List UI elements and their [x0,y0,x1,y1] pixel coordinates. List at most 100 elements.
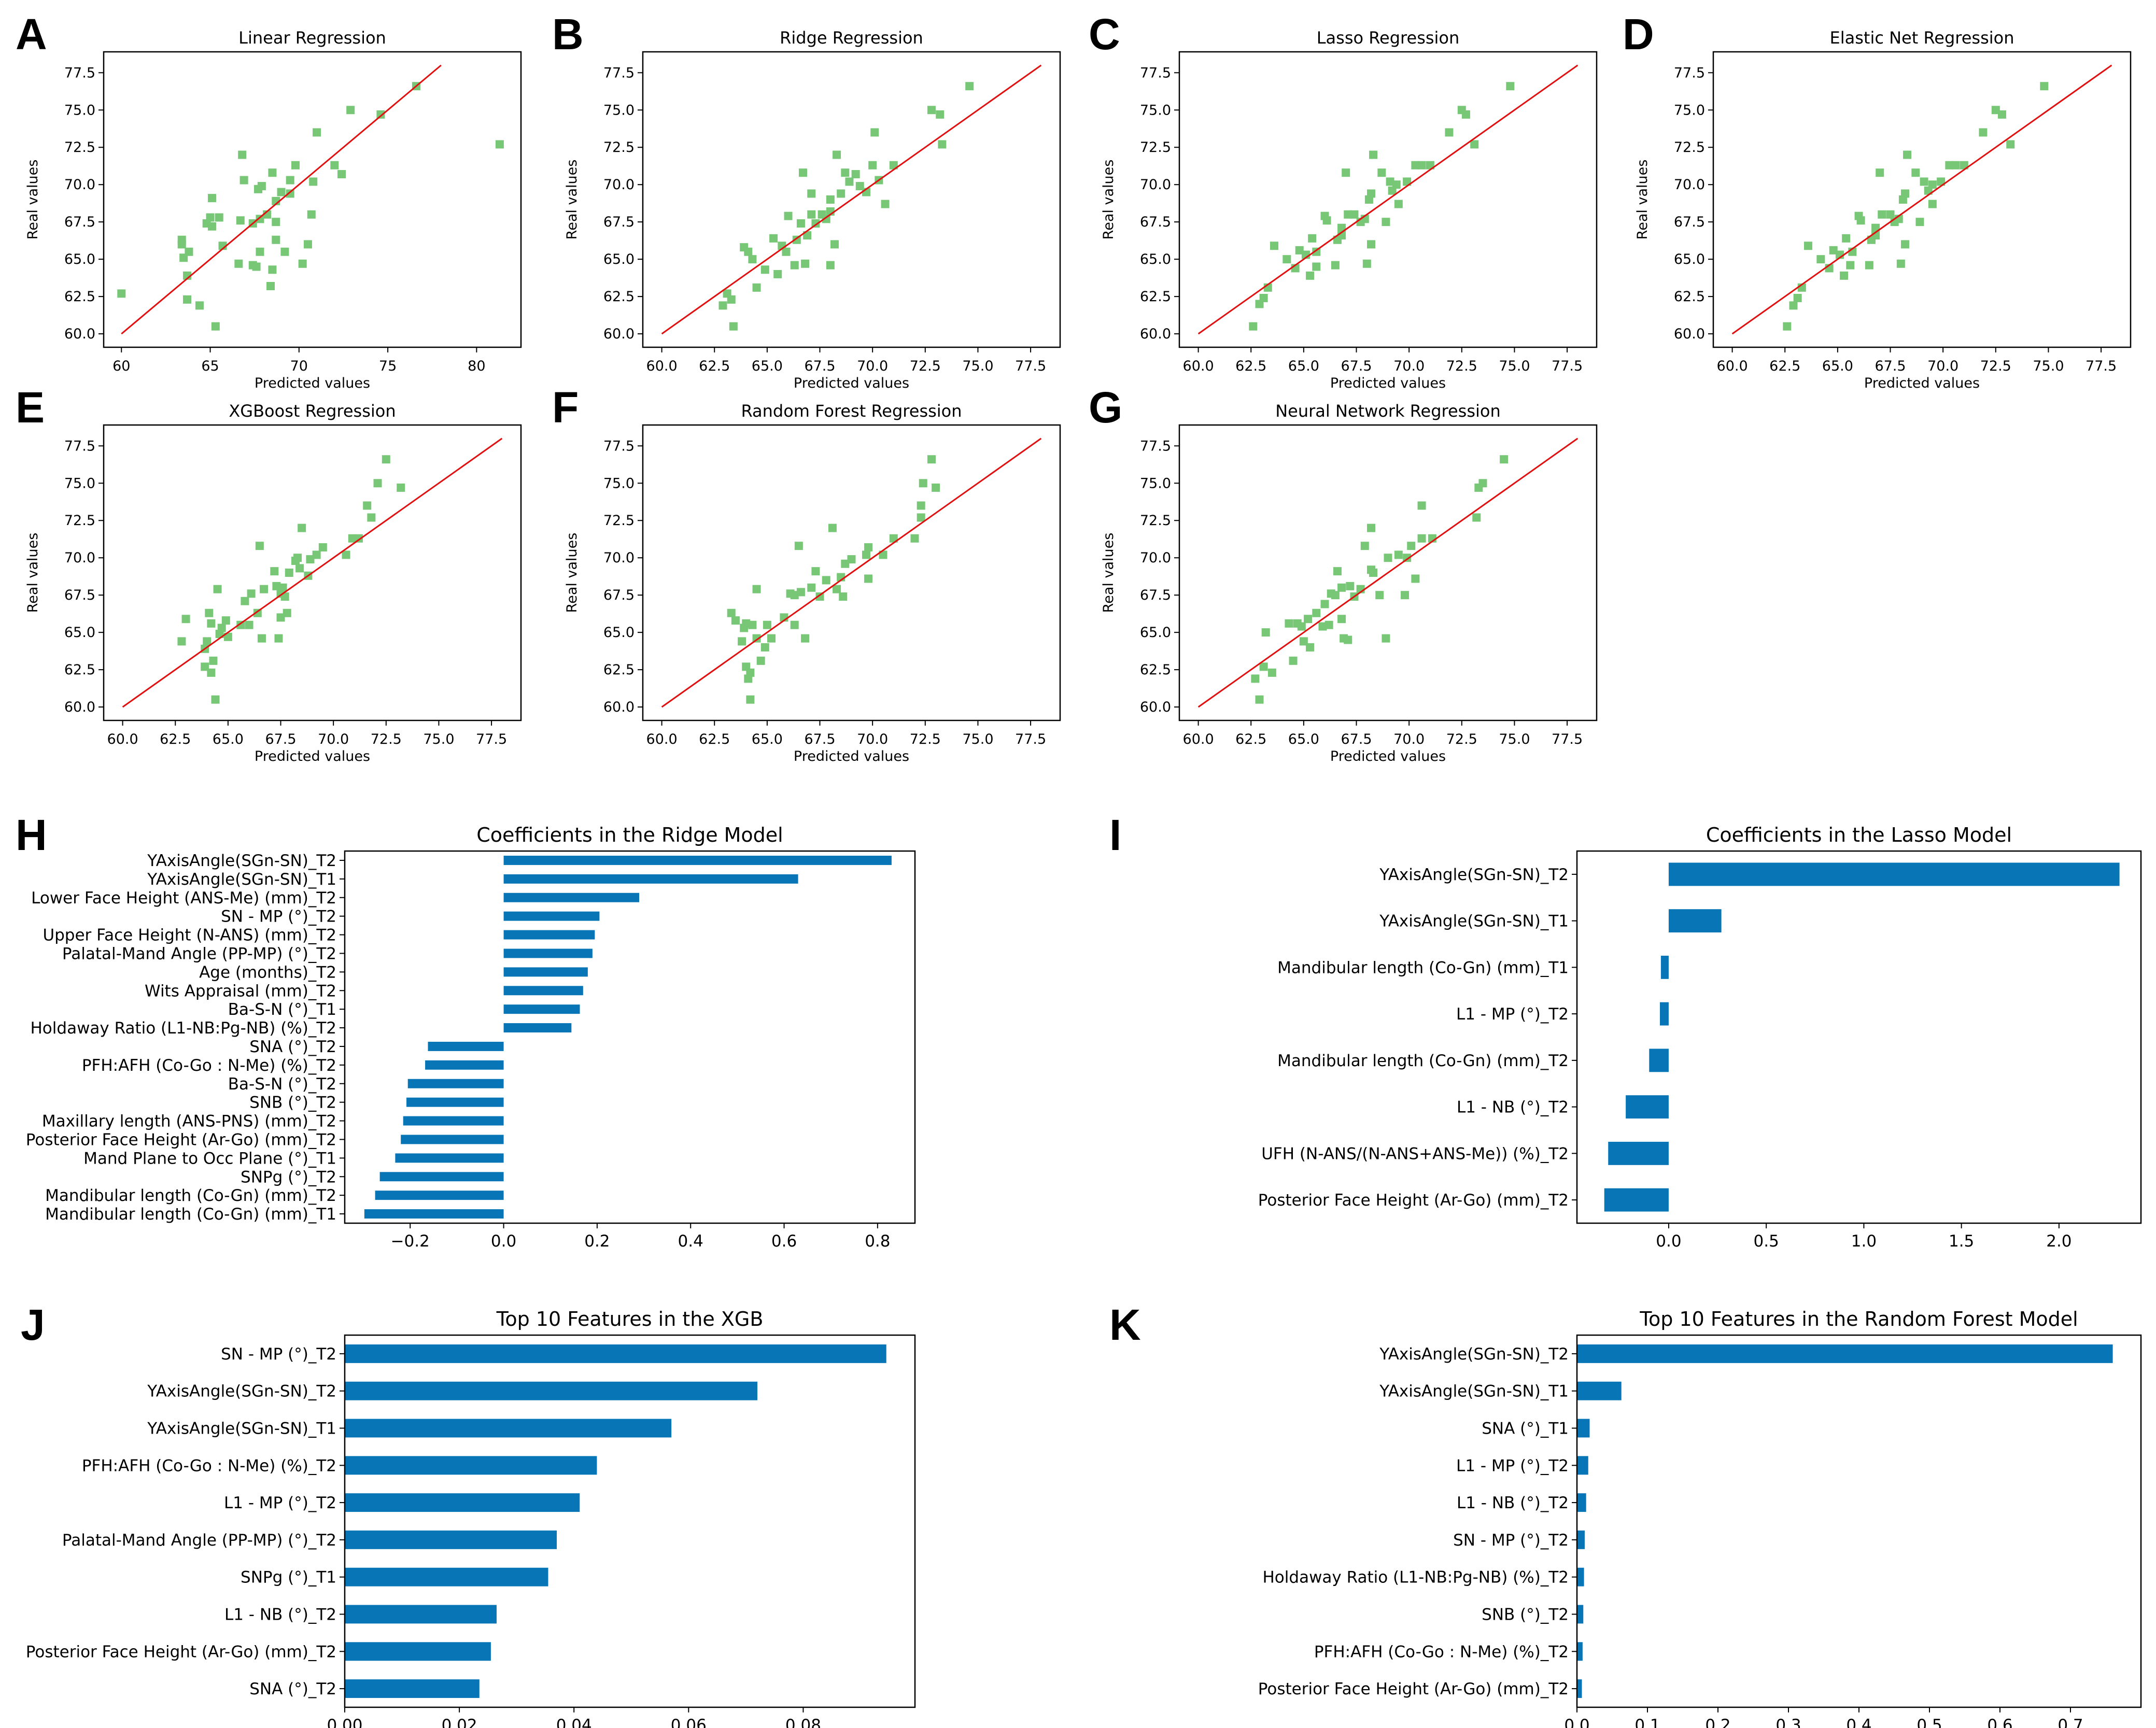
panel-A-scatter-chart: 60 65 70 75 80 60.0 62.5 65.0 67.5 70.0 72.5 75.0 77… [25,28,522,391]
panel-F-data-point [748,620,757,629]
panel-letter-D: D [1623,10,1654,59]
panel-B-data-point [748,255,757,264]
panel-C-x-tick-label: 77.5 [1552,358,1583,374]
panel-D-x-tick-label: 60.0 [1717,358,1748,374]
panel-E-scatter-chart: 60.0 62.5 65.0 67.5 70.0 72.5 75.0 77.5 60.0 62.5… [25,401,522,764]
panel-F-scatter-chart: 60.0 62.5 65.0 67.5 70.0 72.5 75.0 77.5 60.0 62.5… [564,401,1061,764]
panel-F-y-tick-label: 72.5 [603,513,635,529]
panel-G-data-point [1318,622,1327,631]
panel-E-data-point [211,695,220,704]
panel-letter-I: I [1109,811,1121,859]
panel-K-x-tick-label: 0.6 [1987,1716,2012,1728]
panel-H-category-label: YAxisAngle(SGn-SN)_T1 [147,870,336,889]
panel-K-bar-chart: YAxisAngle(SGn-SN)_T2 YAxisAngle(SGn-SN)_… [1258,1308,2142,1728]
panel-B-data-point [782,247,791,256]
panel-G-y-tick-label: 60.0 [1140,699,1171,715]
panel-D-x-tick-label: 65.0 [1822,358,1853,374]
panel-A-data-point [239,176,248,185]
panel-F-data-point [927,455,936,464]
panel-E-data-point [298,523,306,532]
panel-G-x-tick-label: 72.5 [1446,731,1477,747]
panel-D-data-point [1951,161,1960,169]
panel-D-data-point [1920,177,1928,186]
panel-K-category-label: YAxisAngle(SGn-SN)_T2 [1379,1345,1569,1364]
panel-D-data-point [1876,168,1884,177]
panel-G-data-point [1306,643,1315,651]
panel-H-category-label: Lower Face Height (ANS-Me) (mm)_T2 [31,889,336,908]
panel-D-x-axis-label: Predicted values [1864,375,1980,391]
panel-F-data-point [864,543,873,552]
panel-A-y-axis-label: Real values [25,160,41,240]
panel-D-y-axis-label: Real values [1634,160,1651,240]
panel-D-data-point [1846,261,1855,270]
panel-E-data-point [363,501,372,510]
panel-B-data-point [796,219,805,228]
panel-D-data-point [1783,322,1792,331]
panel-H-bar [503,874,798,884]
panel-H-bar [364,1209,504,1219]
panel-C-y-tick-label: 67.5 [1140,214,1171,230]
panel-D-y-tick-label: 70.0 [1674,177,1705,193]
panel-G-data-point [1407,542,1416,550]
panel-B-x-tick-label: 60.0 [646,358,678,374]
panel-J-category-label: SNPg (°)_T1 [241,1568,336,1587]
panel-D-x-tick-label: 72.5 [1980,358,2011,374]
panel-A-y-tick-label: 70.0 [64,177,95,193]
panel-B-data-point [833,150,841,159]
panel-D-data-point [1896,259,1905,268]
panel-G-y-tick-label: 67.5 [1140,587,1171,603]
panel-F-title: Random Forest Regression [741,401,962,421]
panel-C-data-point [1322,216,1331,225]
panel-K-category-label: Holdaway Ratio (L1-NB:Pg-NB) (%)_T2 [1263,1568,1569,1587]
panel-G-data-point [1500,455,1509,464]
panel-E-y-tick-label: 77.5 [64,438,95,454]
panel-F-x-axis-label: Predicted values [794,748,909,764]
panel-C-data-point [1259,294,1268,302]
panel-F-y-tick-label: 75.0 [603,475,635,491]
panel-K-title: Top 10 Features in the Random Forest Mod… [1639,1308,2078,1330]
panel-F-data-point [742,619,751,628]
panel-C-x-tick-label: 72.5 [1446,358,1477,374]
panel-F-x-tick-label: 62.5 [699,731,730,747]
panel-F-y-tick-label: 70.0 [603,550,635,566]
panel-C-y-tick-label: 77.5 [1140,65,1171,81]
panel-G-x-tick-label: 62.5 [1235,731,1266,747]
panel-B-x-tick-label: 67.5 [804,358,835,374]
panel-A-y-tick-label: 72.5 [64,139,95,155]
panel-B-y-tick-label: 65.0 [603,251,635,267]
panel-G-data-point [1285,619,1293,628]
panel-H-x-tick-label: 0.2 [584,1232,610,1251]
panel-J-category-label: L1 - MP (°)_T2 [224,1494,336,1512]
panel-A-x-tick-label: 65 [201,358,219,374]
panel-G-data-point [1344,635,1352,644]
panel-E-title: XGBoost Regression [229,401,396,421]
panel-K-bar [1577,1456,1588,1475]
panel-A-data-point [185,247,193,256]
panel-K-category-label: YAxisAngle(SGn-SN)_T1 [1379,1382,1569,1401]
panel-H-category-label: SN - MP (°)_T2 [221,908,336,926]
panel-A-data-point [268,265,277,274]
panel-D-data-point [1911,168,1920,177]
panel-E-data-point [217,624,226,632]
panel-G-data-point [1320,600,1329,608]
panel-E-data-point [348,534,357,543]
panel-B-data-point [744,247,753,256]
panel-F-y-tick-label: 67.5 [603,587,635,603]
panel-E-x-axis-label: Predicted values [255,748,370,764]
panel-F-data-point [738,637,746,646]
panel-C-data-point [1295,246,1304,254]
panel-D-data-point [1856,216,1865,225]
panel-F-data-point [807,583,816,592]
panel-C-data-point [1366,240,1375,249]
panel-C-data-point [1344,210,1352,219]
panel-B-data-point [790,261,799,270]
panel-G-y-axis-label: Real values [1101,533,1117,613]
panel-J-bar-chart: SN - MP (°)_T2 YAxisAngle(SGn-SN)_T2 YAxis… [26,1308,916,1728]
panel-C-axes-frame [1178,51,1598,348]
panel-D-y-tick-label: 67.5 [1674,214,1705,230]
panel-F-data-point [917,513,925,522]
panel-H-category-label: Age (months)_T2 [199,963,336,982]
panel-E-data-point [367,513,376,522]
panel-H-category-label: Palatal-Mand Angle (PP-MP) (°)_T2 [62,944,336,963]
panel-E-data-point [213,585,222,593]
